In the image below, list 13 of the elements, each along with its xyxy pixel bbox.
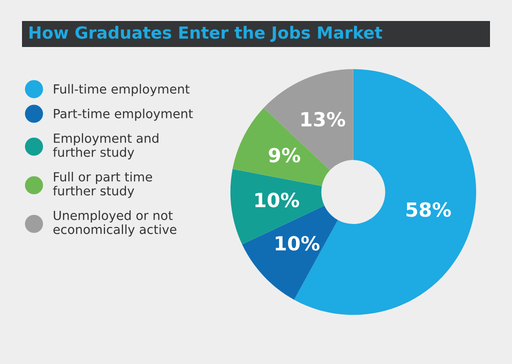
legend-label: Employment and further study <box>53 133 158 160</box>
data-label: 10% <box>276 236 320 251</box>
data-label: 13% <box>301 112 346 127</box>
donut-slice <box>242 206 338 300</box>
data-label: 58% <box>406 202 451 217</box>
legend-label: Full-time employment <box>54 84 190 96</box>
legend-label: Part-time employment <box>54 108 193 121</box>
data-label: 10% <box>255 192 300 208</box>
data-label: 9% <box>268 148 300 163</box>
donut-slice <box>264 69 354 170</box>
legend-label: Unemployed or not economically active <box>53 210 176 237</box>
chart-title: How Graduates Enter the Jobs Market <box>30 26 382 42</box>
legend-label: Full or part time further study <box>53 172 152 198</box>
